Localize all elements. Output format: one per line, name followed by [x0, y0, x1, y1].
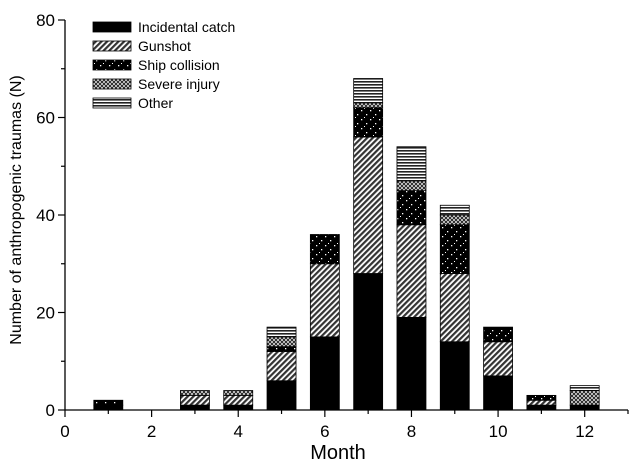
bar-segment-gunshot-month-7 — [353, 136, 384, 274]
bar-segment-ship-collision-month-5 — [266, 346, 297, 352]
bar-segment-severe-injury-month-4 — [223, 390, 254, 396]
legend-swatch-gunshot — [92, 40, 132, 52]
bar-segment-gunshot-month-5 — [266, 351, 297, 382]
bar-segment-other-month-8 — [396, 146, 427, 182]
bar-segment-gunshot-month-4 — [223, 394, 254, 406]
legend-swatch-ship-collision — [92, 59, 132, 71]
x-tick-label: 6 — [320, 422, 329, 441]
legend-label-incidental-catch: Incidental catch — [138, 19, 235, 35]
bar-segment-gunshot-month-6 — [309, 263, 340, 338]
bar-segment-incidental-catch-month-12 — [569, 404, 600, 411]
bar-segment-ship-collision-month-9 — [439, 224, 470, 274]
legend-swatch-other — [92, 97, 132, 109]
axes-group: 0 20 40 60 80 0 2 4 6 8 10 12 — [36, 11, 629, 441]
bar-segment-gunshot-month-11 — [526, 399, 557, 406]
bar-segment-incidental-catch-month-3 — [180, 404, 210, 411]
bar-segment-incidental-catch-month-7 — [353, 273, 384, 411]
bar-segment-incidental-catch-month-6 — [309, 336, 340, 411]
bar-segment-incidental-catch-month-11 — [526, 404, 557, 411]
y-tick-label: 20 — [36, 304, 55, 323]
y-tick-label: 40 — [36, 206, 55, 225]
legend-label-ship-collision: Ship collision — [138, 57, 220, 73]
legend-label-severe-injury: Severe injury — [138, 76, 220, 92]
x-tick-label: 8 — [407, 422, 416, 441]
legend: Incidental catch Gunshot Ship collision Sev… — [92, 19, 235, 111]
bar-segment-severe-injury-month-7 — [353, 102, 384, 109]
x-tick-label: 4 — [233, 422, 242, 441]
bar-segment-ship-collision-month-1 — [93, 399, 124, 406]
y-axis-title: Number of anthropogenic traumas (N) — [8, 75, 25, 344]
x-axis-title: Month — [310, 442, 366, 464]
bars-group — [93, 78, 600, 411]
y-tick-label: 0 — [46, 401, 55, 420]
bar-segment-gunshot-month-9 — [439, 273, 470, 343]
x-tick-label: 0 — [60, 422, 69, 441]
bar-segment-ship-collision-month-10 — [483, 326, 513, 343]
bar-segment-severe-injury-month-3 — [180, 390, 210, 396]
bar-segment-severe-injury-month-5 — [266, 336, 297, 348]
y-tick-label: 60 — [36, 109, 55, 128]
bar-segment-severe-injury-month-9 — [439, 214, 470, 226]
bar-segment-incidental-catch-month-8 — [396, 316, 427, 411]
bar-segment-other-month-9 — [439, 204, 470, 216]
x-tick-label: 10 — [489, 422, 508, 441]
bar-segment-severe-injury-month-12 — [569, 390, 600, 406]
bar-segment-gunshot-month-10 — [483, 341, 513, 377]
bar-segment-ship-collision-month-6 — [309, 234, 340, 265]
bar-segment-gunshot-month-3 — [180, 394, 210, 406]
bar-segment-incidental-catch-month-10 — [483, 375, 513, 411]
bar-segment-incidental-catch-month-5 — [266, 380, 297, 411]
bar-segment-incidental-catch-month-4 — [223, 404, 254, 411]
bar-segment-ship-collision-month-11 — [526, 394, 557, 401]
bar-segment-gunshot-month-8 — [396, 224, 427, 318]
bar-segment-ship-collision-month-8 — [396, 190, 427, 226]
bar-segment-incidental-catch-month-1 — [93, 404, 124, 411]
bar-segment-other-month-12 — [569, 385, 600, 391]
legend-swatch-severe-injury — [92, 78, 132, 90]
bar-segment-ship-collision-month-7 — [353, 107, 384, 138]
bar-segment-other-month-5 — [266, 326, 297, 338]
legend-label-other: Other — [138, 95, 173, 111]
bar-segment-severe-injury-month-8 — [396, 180, 427, 192]
x-tick-label: 12 — [575, 422, 594, 441]
legend-swatch-incidental-catch — [92, 21, 132, 33]
y-tick-label: 80 — [36, 11, 55, 30]
bar-segment-incidental-catch-month-9 — [439, 341, 470, 411]
bar-segment-other-month-7 — [353, 78, 384, 104]
x-tick-label: 2 — [147, 422, 156, 441]
legend-label-gunshot: Gunshot — [138, 38, 191, 54]
